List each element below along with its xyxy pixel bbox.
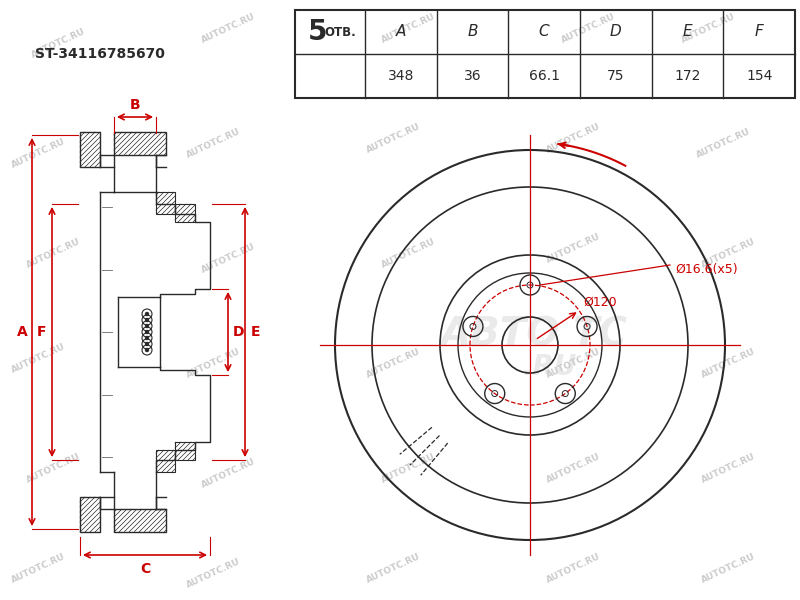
Text: B: B — [130, 98, 140, 112]
Text: C: C — [539, 25, 550, 40]
Text: AUTOTC.RU: AUTOTC.RU — [380, 452, 437, 485]
Text: AUTOTC.RU: AUTOTC.RU — [680, 12, 737, 45]
Text: B: B — [467, 25, 478, 40]
Text: AUTOTC.RU: AUTOTC.RU — [700, 552, 757, 585]
Text: AUTOTC.RU: AUTOTC.RU — [545, 122, 602, 155]
Text: D: D — [232, 325, 244, 339]
Text: AUTOTC.RU: AUTOTC.RU — [185, 127, 242, 160]
Text: AUTOTC.RU: AUTOTC.RU — [200, 242, 257, 275]
Text: A: A — [17, 325, 27, 339]
Circle shape — [146, 331, 149, 334]
Text: AUTOTC.RU: AUTOTC.RU — [700, 347, 757, 380]
Circle shape — [146, 349, 149, 352]
Text: AUTOTC.RU: AUTOTC.RU — [545, 232, 602, 265]
Text: AUTOTC.RU: AUTOTC.RU — [545, 452, 602, 485]
Text: 154: 154 — [746, 69, 772, 83]
Text: AUTOTC.RU: AUTOTC.RU — [200, 457, 257, 490]
Text: AUTOTC.RU: AUTOTC.RU — [200, 12, 257, 45]
Text: AUTOTC.RU: AUTOTC.RU — [365, 552, 422, 585]
Text: F: F — [754, 25, 763, 40]
Circle shape — [146, 337, 149, 340]
Text: 66.1: 66.1 — [529, 69, 560, 83]
Bar — [295, 10, 795, 98]
Text: 172: 172 — [674, 69, 701, 83]
Text: AUTOTC.RU: AUTOTC.RU — [10, 342, 67, 375]
Text: 75: 75 — [607, 69, 625, 83]
Text: F: F — [38, 325, 46, 339]
Text: C: C — [140, 562, 150, 576]
Text: AUTOTC.RU: AUTOTC.RU — [10, 137, 67, 170]
Circle shape — [146, 319, 149, 322]
Text: 36: 36 — [464, 69, 482, 83]
Text: Ø120: Ø120 — [583, 296, 617, 308]
Text: АВТО: АВТО — [440, 316, 560, 354]
Circle shape — [146, 325, 149, 328]
Text: 5: 5 — [308, 18, 328, 46]
Text: AUTOTC.RU: AUTOTC.RU — [700, 452, 757, 485]
Text: .RU: .RU — [523, 353, 577, 381]
Text: AUTOTC.RU: AUTOTC.RU — [380, 12, 437, 45]
Text: AUTOTC.RU: AUTOTC.RU — [365, 122, 422, 155]
Circle shape — [146, 343, 149, 346]
Text: E: E — [682, 25, 692, 40]
Text: AUTOTC.RU: AUTOTC.RU — [25, 452, 82, 485]
Text: ST-34116785670: ST-34116785670 — [35, 47, 165, 61]
Text: AUTOTC.RU: AUTOTC.RU — [30, 27, 87, 60]
Text: AUTOTC.RU: AUTOTC.RU — [185, 557, 242, 590]
Text: AUTOTC.RU: AUTOTC.RU — [185, 347, 242, 380]
Text: AUTOTC.RU: AUTOTC.RU — [560, 12, 617, 45]
Text: 348: 348 — [388, 69, 414, 83]
Text: Ø16.6(x5): Ø16.6(x5) — [675, 263, 738, 277]
Circle shape — [146, 313, 149, 316]
Text: D: D — [610, 25, 622, 40]
Text: E: E — [250, 325, 260, 339]
Text: AUTOTC.RU: AUTOTC.RU — [380, 237, 437, 270]
Text: AUTOTC.RU: AUTOTC.RU — [695, 127, 752, 160]
Text: ОТВ.: ОТВ. — [324, 25, 356, 38]
Text: ТС: ТС — [573, 316, 627, 354]
Text: AUTOTC.RU: AUTOTC.RU — [545, 347, 602, 380]
Text: AUTOTC.RU: AUTOTC.RU — [25, 237, 82, 270]
Text: AUTOTC.RU: AUTOTC.RU — [700, 237, 757, 270]
Text: A: A — [396, 25, 406, 40]
Text: AUTOTC.RU: AUTOTC.RU — [545, 552, 602, 585]
Text: AUTOTC.RU: AUTOTC.RU — [10, 552, 67, 585]
Text: AUTOTC.RU: AUTOTC.RU — [365, 347, 422, 380]
